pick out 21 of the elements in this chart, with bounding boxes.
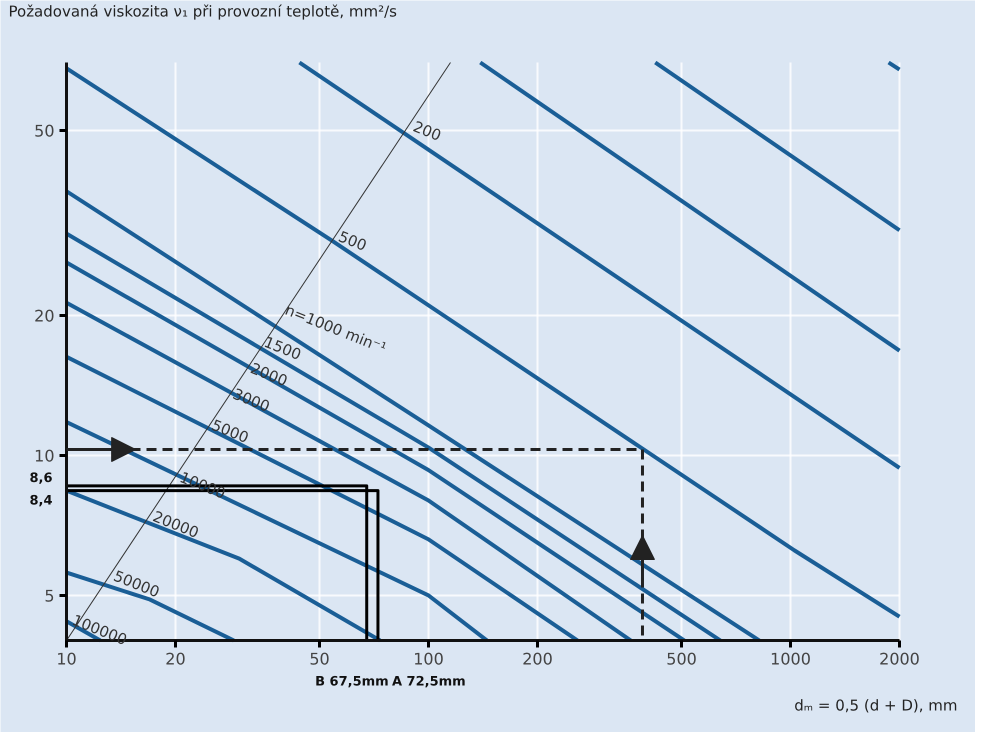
annotation: A 72,5mm [392,674,466,690]
annotation: 500 [336,227,370,255]
annotation: 200 [410,117,444,145]
x-tick-label: 1000 [770,650,811,668]
annotation: 5000 [209,416,252,447]
x-tick-label: 2000 [879,650,920,668]
y-axis-title: Požadovaná viskozita ν₁ při provozní teplotě, mm²/s [8,2,398,20]
x-tick-label: 10 [56,650,77,668]
x-tick-label: 50 [309,650,330,668]
annotation: 8,6 [29,470,52,486]
x-tick-label: 20 [165,650,186,668]
annotation: 8,4 [29,494,52,509]
y-tick-label: 20 [34,306,54,326]
y-tick-label: 10 [34,446,54,466]
x-tick-label: 500 [666,650,697,668]
y-tick-label: 5 [44,586,55,606]
annotation: B 67,5mm [315,674,389,690]
x-tick-label: 200 [522,650,553,668]
y-tick-label: 50 [34,121,54,140]
x-axis-title: dₘ = 0,5 (d + D), mm [794,696,958,714]
x-tick-label: 100 [413,650,444,668]
